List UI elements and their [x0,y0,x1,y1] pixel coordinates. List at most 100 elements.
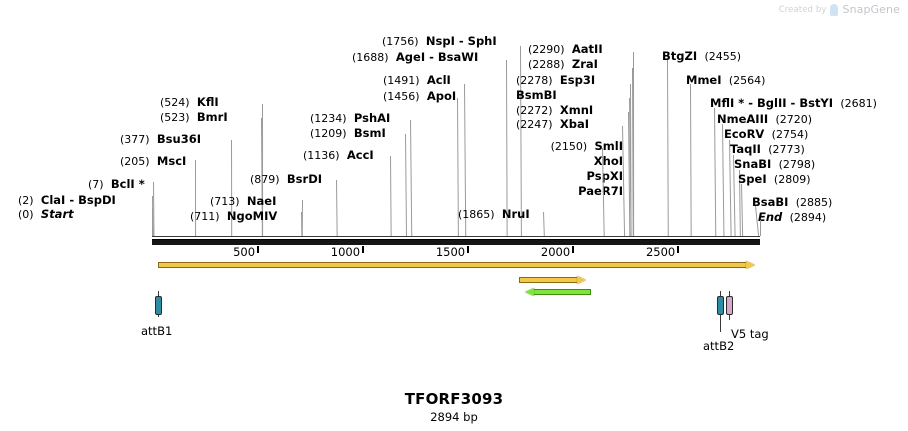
enzyme-label-xbai[interactable]: (2247) XbaI [516,118,589,131]
enzyme-label-aatii[interactable]: (2290) AatII [528,43,603,56]
enzyme-label-bsabi[interactable]: BsaBI (2885) [752,196,832,209]
enzyme-name: BsaBI [752,195,789,209]
leader-line-mmei [690,83,692,237]
enzyme-name: BtgZI [662,49,698,63]
site-marker-attb1[interactable] [155,296,162,315]
ruler-tick [362,246,365,253]
enzyme-position: (1456) [383,90,420,103]
leader-line-xbai [622,125,626,237]
enzyme-name: ApoI [426,89,457,103]
enzyme-name: ClaI [40,193,66,207]
ruler-tick-label: 2500 [645,245,676,259]
enzyme-label-spei[interactable]: SpeI (2809) [738,173,810,186]
feature-arrow-orf-main[interactable] [158,261,755,269]
enzyme-label-zrai[interactable]: (2288) ZraI [528,58,598,71]
enzyme-label-clai[interactable]: (2) ClaI - BspDI [18,194,116,207]
enzyme-label-esp3i[interactable]: (2278) Esp3I [516,74,595,87]
enzyme-position: (7) [88,178,104,191]
enzyme-name: AclI [426,73,451,87]
enzyme-name: XhoI [593,154,623,168]
ruler-tick-label: 1500 [435,245,466,259]
enzyme-label-end[interactable]: End (2894) [758,211,826,224]
enzyme-label-bsmi[interactable]: (1209) BsmI [310,127,386,140]
ruler-tick [467,246,470,253]
site-label-attb1: attB1 [141,324,173,338]
enzyme-position: (377) [120,133,150,146]
sequence-backbone [152,239,760,245]
sequence-backbone-outline [152,236,760,237]
enzyme-position: (1209) [310,127,347,140]
enzyme-position: (0) [18,208,34,221]
enzyme-name: SnaBI [734,157,772,171]
leader-line-msci [195,159,197,237]
enzyme-label-btgzi[interactable]: BtgZI (2455) [662,50,741,63]
enzyme-name: MflI * [710,96,745,110]
enzyme-name: Bsu36I [156,132,201,146]
enzyme-label-pshai[interactable]: (1234) PshAI [310,112,390,125]
enzyme-label-acci[interactable]: (1136) AccI [303,149,374,162]
enzyme-label-start[interactable]: (0) Start [18,208,74,221]
enzyme-position: (2150) [550,140,588,153]
ruler-tick [257,246,260,253]
enzyme-label-xmni[interactable]: (2272) XmnI [516,104,593,117]
watermark-created-by-label: Created by [778,4,827,15]
feature-arrow-head [524,288,534,296]
enzyme-name-separator: - [65,193,79,207]
enzyme-position: (2773) [768,143,805,156]
enzyme-label-nrui[interactable]: (1865) NruI [458,208,530,221]
enzyme-name-separator: - [786,96,800,110]
enzyme-position: (2288) [528,58,565,71]
leader-line-bsmi [405,133,407,236]
enzyme-label-kfli[interactable]: (524) KflI [160,96,219,109]
enzyme-label-naei[interactable]: (713) NaeI [210,195,276,208]
enzyme-label-mmei[interactable]: MmeI (2564) [686,74,765,87]
site-marker-attb2[interactable] [717,296,724,315]
enzyme-label-snabi[interactable]: SnaBI (2798) [734,158,815,171]
enzyme-name: BmrI [196,110,228,124]
leader-line-acci [390,155,392,237]
enzyme-label-bsmbi[interactable]: BsmBI [516,89,557,101]
enzyme-name: NmeAIII [717,112,769,126]
enzyme-position: (1136) [303,149,340,162]
enzyme-name-row: PaeR7I [513,184,623,199]
enzyme-label-bsrdi[interactable]: (879) BsrDI [250,173,322,186]
enzyme-label-bmri[interactable]: (523) BmrI [160,111,228,124]
enzyme-position: (1756) [382,35,419,48]
enzyme-label-bcli[interactable]: (7) BclI * [88,178,145,191]
enzyme-position: (2) [18,194,34,207]
enzyme-position: (713) [210,195,240,208]
enzyme-label-smli[interactable]: (2150) SmlI XhoI PspXI PaeR7I [513,139,623,199]
enzyme-name: SphI [467,34,497,48]
enzyme-label-nmeaiii[interactable]: NmeAIII (2720) [717,113,812,126]
enzyme-label-mfli[interactable]: MflI * - BglII - BstYI (2681) [710,97,877,110]
enzyme-position: (523) [160,111,190,124]
feature-arrow-orf-second[interactable] [518,276,586,284]
enzyme-label-taqii[interactable]: TaqII (2773) [730,143,805,156]
feature-arrow-orf-reverse[interactable] [524,288,592,296]
site-marker-v5tag[interactable] [726,296,733,315]
enzyme-name-row: (2150) SmlI [513,139,623,154]
enzyme-label-acli[interactable]: (1491) AclI [383,74,451,87]
enzyme-label-msci[interactable]: (205) MscI [120,155,186,168]
leader-line-naei [301,199,303,237]
leader-line-aatii [633,51,635,237]
enzyme-position: (2809) [773,173,811,186]
enzyme-position: (1234) [310,112,347,125]
enzyme-label-ecorv[interactable]: EcoRV (2754) [724,128,808,141]
enzyme-position: (2681) [840,97,877,110]
site-label-v5tag: V5 tag [731,327,769,341]
enzyme-label-bsu36i[interactable]: (377) Bsu36I [120,133,201,146]
enzyme-label-agei[interactable]: (1688) AgeI - BsaWI [352,51,478,64]
feature-arrow-body [532,289,592,295]
enzyme-label-apoi[interactable]: (1456) ApoI [383,90,456,103]
leader-line-end [760,220,761,236]
enzyme-position: (2885) [795,196,833,209]
enzyme-label-ngomiv[interactable]: (711) NgoMIV [190,210,277,223]
enzyme-name: BstYI [799,96,834,110]
enzyme-label-nspi[interactable]: (1756) NspI - SphI [382,35,497,48]
leader-line-btgzi [667,59,669,237]
enzyme-name: BsrDI [286,172,323,186]
ruler-tick [677,246,680,253]
enzyme-position: (2290) [528,43,565,56]
